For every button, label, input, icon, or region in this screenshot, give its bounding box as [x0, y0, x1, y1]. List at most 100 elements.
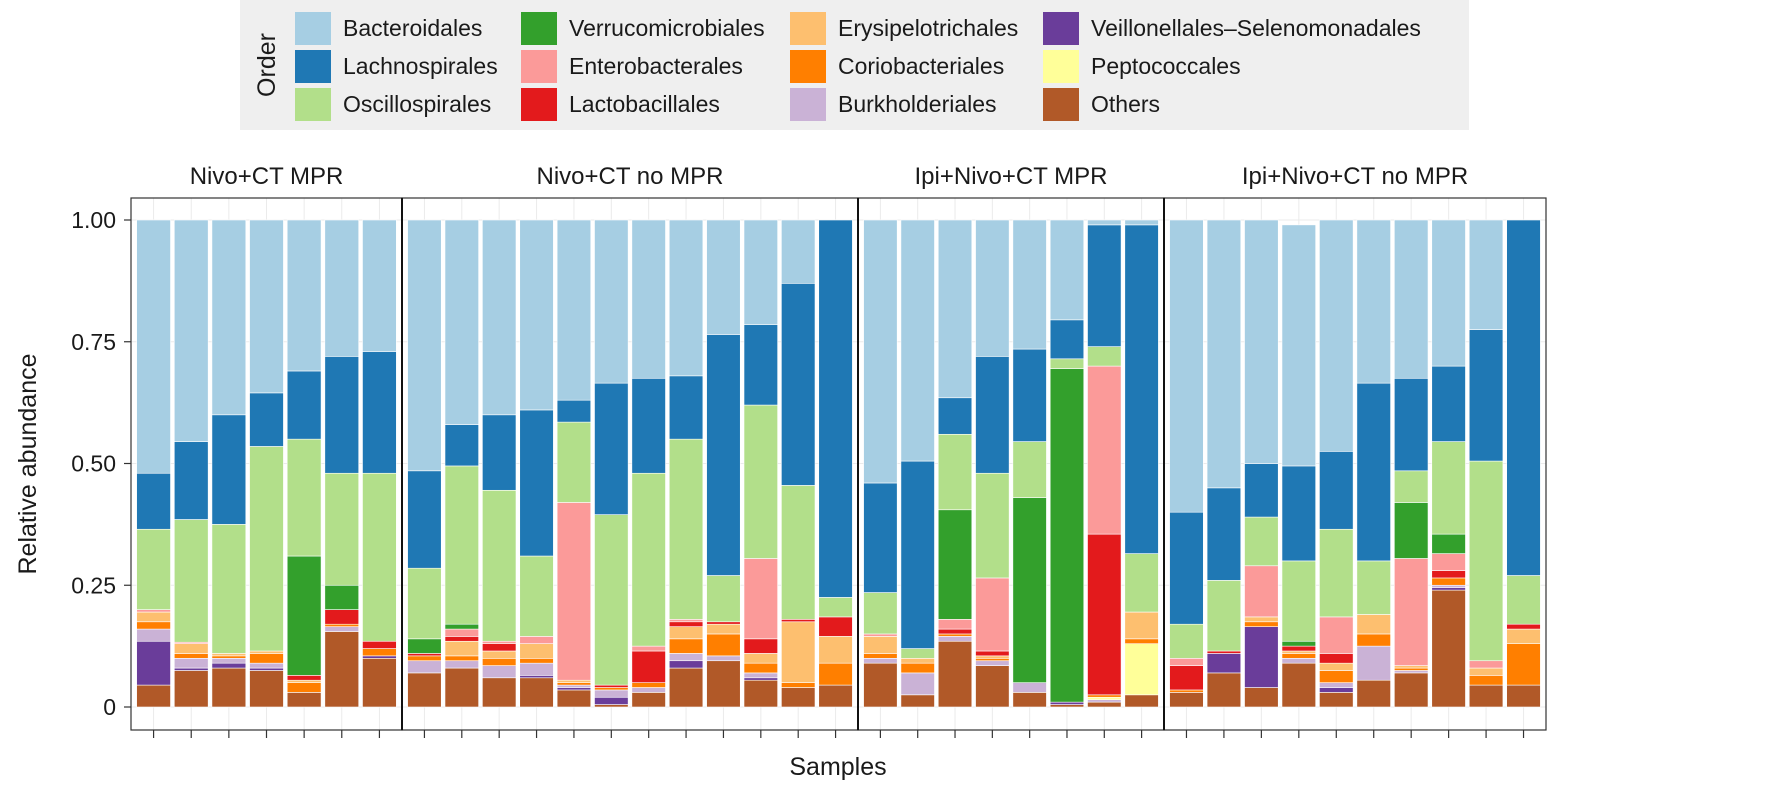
bar-segment-enterobacterales: [1468, 660, 1504, 669]
bar-segment-burkholderiales: [444, 660, 479, 669]
legend-label-peptococcales: Peptococcales: [1091, 53, 1241, 79]
bar-segment-enterobacterales: [482, 640, 517, 644]
bar-segment-oscillospirales: [444, 465, 479, 625]
bar-segment-oscillospirales: [743, 404, 778, 559]
bar-segment-oscillospirales: [1394, 470, 1429, 503]
bar-segment-oscillospirales: [1169, 623, 1204, 659]
bar-segment-bacteroidales: [706, 219, 741, 335]
bar-segment-oscillospirales: [556, 421, 592, 503]
bar-segment-veillonellales-selenomonadales: [1431, 587, 1466, 591]
legend-title: Order: [253, 33, 281, 97]
bar-segment-lactobacillales: [362, 640, 397, 649]
bar-segment-bacteroidales: [444, 219, 479, 425]
bar-segment-erysipelotrichales: [482, 650, 517, 659]
bar-segment-burkholderiales: [668, 653, 704, 662]
legend-label-others: Others: [1091, 91, 1160, 117]
panel-title: Ipi+Nivo+CT no MPR: [1242, 163, 1468, 190]
bar-ipi-nivo-ct-no-mpr-8: [1431, 219, 1466, 708]
bar-segment-oscillospirales: [286, 438, 322, 557]
bar-ipi-nivo-ct-mpr-5: [1012, 219, 1047, 708]
bar-segment-burkholderiales: [173, 657, 209, 669]
legend-label-veillonellales-selenomonadales: Veillonellales–Selenomonadales: [1091, 15, 1421, 41]
bar-segment-bacteroidales: [743, 219, 778, 326]
bar-segment-veillonellales-selenomonadales: [1206, 653, 1242, 674]
bar-segment-burkholderiales: [1319, 682, 1354, 688]
bar-segment-enterobacterales: [743, 558, 778, 640]
bar-segment-others: [1431, 589, 1466, 708]
bar-nivo-ct-mpr-3: [211, 219, 247, 708]
bar-segment-oscillospirales: [818, 597, 853, 618]
bar-segment-others: [136, 684, 171, 708]
bar-nivo-ct-no-mpr-1: [407, 219, 442, 708]
bar-segment-burkholderiales: [743, 672, 778, 679]
bar-ipi-nivo-ct-no-mpr-7: [1394, 219, 1429, 708]
bar-segment-lachnospirales: [444, 424, 479, 467]
bar-segment-coriobacteriales: [1319, 670, 1354, 683]
bar-segment-coriobacteriales: [1356, 633, 1391, 647]
bar-segment-lachnospirales: [136, 472, 171, 530]
bar-segment-lachnospirales: [1087, 224, 1122, 347]
legend-label-erysipelotrichales: Erysipelotrichales: [838, 15, 1018, 41]
legend-label-lachnospirales: Lachnospirales: [343, 53, 498, 79]
bar-segment-erysipelotrichales: [1394, 665, 1429, 669]
bar-segment-bacteroidales: [1319, 219, 1354, 452]
bar-segment-lactobacillales: [482, 643, 517, 652]
bar-segment-coriobacteriales: [975, 657, 1010, 662]
bar-segment-erysipelotrichales: [743, 653, 778, 664]
bar-segment-burkholderiales: [324, 626, 360, 632]
bar-segment-bacteroidales: [136, 219, 171, 474]
bar-segment-others: [1124, 694, 1159, 708]
bar-segment-oscillospirales: [937, 433, 973, 511]
bar-segment-coriobacteriales: [1431, 577, 1466, 586]
bar-segment-coriobacteriales: [781, 682, 816, 688]
bar-segment-oscillospirales: [1431, 441, 1466, 535]
bar-segment-erysipelotrichales: [249, 650, 284, 654]
bar-segment-oscillospirales: [1124, 553, 1159, 613]
bar-segment-coriobacteriales: [556, 682, 592, 686]
bar-segment-enterobacterales: [136, 609, 171, 613]
bar-segment-lactobacillales: [668, 621, 704, 627]
bar-segment-burkholderiales: [1281, 657, 1316, 664]
bar-segment-enterobacterales: [1244, 565, 1279, 618]
bar-segment-veillonellales-selenomonadales: [136, 640, 171, 686]
legend-swatch-erysipelotrichales: [790, 12, 826, 45]
bar-segment-lactobacillales: [407, 653, 442, 657]
bar-nivo-ct-no-mpr-9: [706, 219, 741, 708]
bar-segment-others: [1468, 684, 1504, 708]
bar-segment-others: [286, 692, 322, 708]
bar-segment-coriobacteriales: [818, 662, 853, 686]
bar-segment-others: [1206, 672, 1242, 708]
bar-segment-coriobacteriales: [407, 655, 442, 662]
bar-nivo-ct-no-mpr-4: [519, 219, 554, 708]
bar-segment-burkholderiales: [482, 665, 517, 679]
bar-segment-oscillospirales: [1281, 560, 1316, 642]
bar-nivo-ct-no-mpr-6: [594, 219, 629, 708]
bar-segment-coriobacteriales: [444, 655, 479, 662]
bar-segment-enterobacterales: [1169, 657, 1204, 666]
bar-segment-bacteroidales: [407, 219, 442, 472]
bar-segment-lachnospirales: [1394, 377, 1429, 472]
bar-segment-others: [1012, 692, 1047, 708]
legend-swatch-others: [1043, 88, 1079, 121]
bar-segment-coriobacteriales: [1087, 694, 1122, 698]
bar-segment-veillonellales-selenomonadales: [1244, 626, 1279, 688]
bar-segment-bacteroidales: [1281, 224, 1316, 467]
bar-segment-burkholderiales: [1087, 699, 1122, 703]
bar-segment-oscillospirales: [362, 472, 397, 642]
bar-segment-oscillospirales: [1506, 575, 1541, 625]
bar-segment-others: [594, 704, 629, 708]
bar-segment-burkholderiales: [937, 636, 973, 642]
panel-ipi-nivo-ct-no-mpr: Ipi+Nivo+CT no MPR: [1163, 163, 1547, 731]
bar-segment-others: [1169, 692, 1204, 708]
bar-segment-lactobacillales: [631, 650, 666, 683]
bar-segment-coriobacteriales: [482, 657, 517, 666]
bar-segment-lachnospirales: [1169, 511, 1204, 625]
bar-segment-erysipelotrichales: [211, 653, 247, 657]
legend-swatch-burkholderiales: [790, 88, 826, 121]
bar-segment-bacteroidales: [1468, 219, 1504, 330]
bar-segment-others: [519, 677, 554, 708]
legend-swatch-verrucomicrobiales: [521, 12, 557, 45]
bar-segment-verrucomicrobiales: [1012, 497, 1047, 683]
bar-nivo-ct-no-mpr-2: [444, 219, 479, 708]
bar-nivo-ct-no-mpr-8: [668, 219, 704, 708]
